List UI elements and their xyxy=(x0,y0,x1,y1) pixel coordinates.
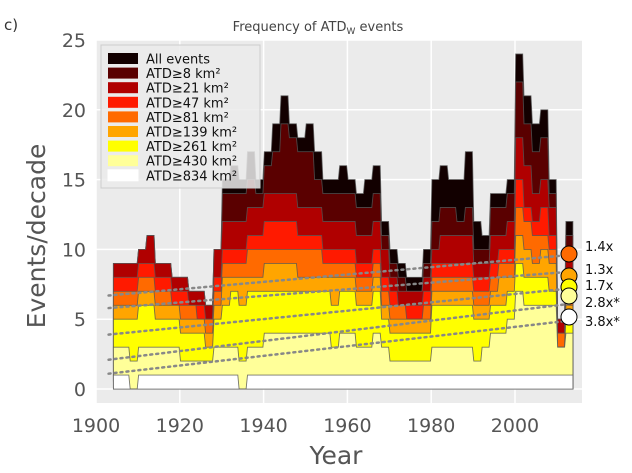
legend-swatch xyxy=(108,82,138,94)
y-tick-label: 25 xyxy=(62,30,86,52)
stacked-areas xyxy=(112,53,574,390)
y-tick-label: 20 xyxy=(62,100,86,122)
y-axis-label: Events/decade xyxy=(22,144,51,329)
x-tick-label: 1900 xyxy=(72,415,120,437)
legend-swatch xyxy=(108,53,138,64)
trend-line xyxy=(107,287,571,336)
x-tick-label: 1920 xyxy=(156,415,204,437)
legend-label: All events xyxy=(146,53,210,68)
trend-line xyxy=(107,253,571,297)
trend-line xyxy=(107,270,571,310)
area-series-8 xyxy=(112,374,574,390)
x-axis-label: Year xyxy=(309,441,364,470)
y-tick-labels: 0 5 10 15 20 25 xyxy=(62,30,86,401)
legend-swatch xyxy=(108,140,138,152)
legend-swatch xyxy=(108,67,138,79)
x-tick-labels: 1900 1920 1940 1960 1980 2000 xyxy=(72,415,539,437)
x-tick-label: 2000 xyxy=(491,415,539,437)
legend-label: ATD≥21 km² xyxy=(146,82,229,97)
ratio-marker xyxy=(560,287,578,305)
legend-swatch xyxy=(108,126,138,137)
ratio-label: 1.7x xyxy=(585,279,614,294)
legend-label: ATD≥81 km² xyxy=(146,111,229,126)
legend-label: ATD≥834 km² xyxy=(146,169,237,184)
ratio-markers: 1.4x 1.3x1.7x 2.8x* 3.8x* xyxy=(560,240,620,330)
legend-label: ATD≥430 km² xyxy=(146,155,237,170)
trend-line xyxy=(107,319,571,375)
trend-line xyxy=(107,302,571,361)
area-series-7 xyxy=(112,290,574,390)
legend-label: ATD≥47 km² xyxy=(146,96,229,111)
legend-label: ATD≥8 km² xyxy=(146,67,221,82)
ratio-label: 1.4x xyxy=(585,240,614,255)
chart-title: Frequency of ATDW events xyxy=(233,20,404,37)
y-tick-label: 5 xyxy=(74,309,86,331)
y-tick-label: 10 xyxy=(62,239,86,261)
ratio-marker xyxy=(560,308,578,326)
ratio-label: 3.8x* xyxy=(585,315,620,330)
x-tick-label: 1980 xyxy=(407,415,455,437)
ratio-marker xyxy=(560,245,578,263)
y-tick-label: 15 xyxy=(62,170,86,192)
x-tick-label: 1960 xyxy=(323,415,371,437)
legend-swatch xyxy=(108,111,138,123)
trend-lines xyxy=(107,253,571,375)
ratio-label: 1.3x xyxy=(585,263,614,278)
panel-label: c) xyxy=(4,16,18,34)
legend-label: ATD≥139 km² xyxy=(146,126,237,141)
x-tick-label: 1940 xyxy=(239,415,287,437)
legend-swatch xyxy=(108,155,138,167)
ratio-label: 2.8x* xyxy=(585,296,620,311)
y-tick-label: 0 xyxy=(74,379,86,401)
legend-swatch xyxy=(108,96,138,108)
legend-swatch xyxy=(107,169,139,182)
legend-label: ATD≥261 km² xyxy=(146,140,237,155)
